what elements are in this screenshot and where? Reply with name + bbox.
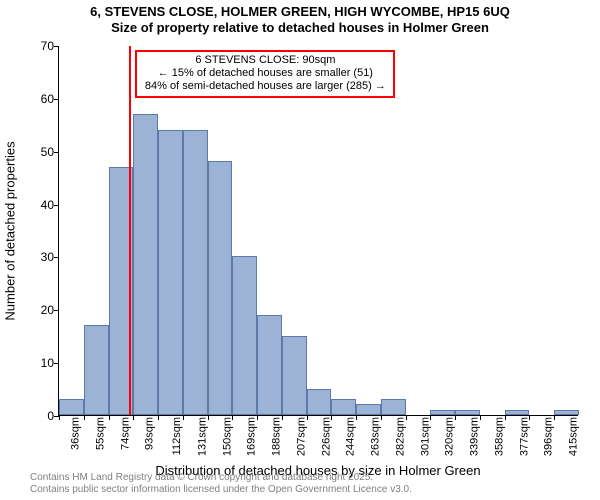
- x-tick-label: 207sqm: [295, 417, 307, 456]
- x-tick-mark: [480, 415, 481, 420]
- title-line-1: 6, STEVENS CLOSE, HOLMER GREEN, HIGH WYC…: [0, 4, 600, 20]
- x-tick-label: 188sqm: [271, 417, 283, 456]
- y-tick-label: 20: [14, 303, 54, 317]
- x-tick-mark: [133, 415, 134, 420]
- x-tick-label: 320sqm: [444, 417, 456, 456]
- x-tick-mark: [381, 415, 382, 420]
- property-callout: 6 STEVENS CLOSE: 90sqm← 15% of detached …: [135, 50, 395, 98]
- x-tick-label: 169sqm: [246, 417, 258, 456]
- y-tick-mark: [54, 310, 59, 311]
- y-tick-mark: [54, 205, 59, 206]
- histogram-bar: [505, 410, 530, 415]
- histogram-bar: [208, 161, 233, 415]
- x-tick-label: 131sqm: [196, 417, 208, 456]
- histogram-bar: [183, 130, 208, 415]
- x-tick-mark: [59, 415, 60, 420]
- x-tick-label: 339sqm: [469, 417, 481, 456]
- x-tick-mark: [307, 415, 308, 420]
- x-tick-label: 358sqm: [494, 417, 506, 456]
- x-tick-label: 377sqm: [518, 417, 530, 456]
- x-tick-mark: [331, 415, 332, 420]
- histogram-bar: [84, 325, 109, 415]
- x-tick-label: 415sqm: [568, 417, 580, 456]
- x-tick-mark: [356, 415, 357, 420]
- y-tick-mark: [54, 257, 59, 258]
- x-tick-mark: [554, 415, 555, 420]
- x-tick-label: 226sqm: [320, 417, 332, 456]
- x-tick-label: 74sqm: [119, 417, 131, 450]
- histogram-bar: [331, 399, 356, 415]
- footer: Contains HM Land Registry data © Crown c…: [30, 472, 412, 496]
- histogram-bar: [356, 404, 381, 415]
- x-tick-label: 150sqm: [221, 417, 233, 456]
- histogram-bar: [554, 410, 579, 415]
- y-tick-mark: [54, 152, 59, 153]
- plot-area: 36sqm55sqm74sqm93sqm112sqm131sqm150sqm16…: [58, 46, 578, 416]
- x-tick-mark: [505, 415, 506, 420]
- y-tick-label: 70: [14, 39, 54, 53]
- x-tick-label: 263sqm: [370, 417, 382, 456]
- x-tick-mark: [183, 415, 184, 420]
- x-tick-label: 55sqm: [94, 417, 106, 450]
- x-tick-mark: [455, 415, 456, 420]
- histogram-bar: [381, 399, 406, 415]
- y-tick-label: 0: [14, 409, 54, 423]
- histogram-bar: [257, 315, 282, 415]
- histogram-bar: [282, 336, 307, 415]
- x-tick-label: 112sqm: [171, 417, 183, 455]
- x-tick-label: 282sqm: [394, 417, 406, 456]
- histogram-bar: [232, 256, 257, 415]
- callout-title: 6 STEVENS CLOSE: 90sqm: [141, 54, 389, 67]
- x-tick-mark: [158, 415, 159, 420]
- y-tick-label: 50: [14, 145, 54, 159]
- x-tick-mark: [282, 415, 283, 420]
- x-tick-label: 396sqm: [543, 417, 555, 456]
- x-tick-mark: [109, 415, 110, 420]
- footer-line-1: Contains HM Land Registry data © Crown c…: [30, 472, 412, 484]
- y-tick-mark: [54, 46, 59, 47]
- y-tick-mark: [54, 363, 59, 364]
- x-tick-mark: [529, 415, 530, 420]
- y-tick-label: 10: [14, 356, 54, 370]
- x-tick-label: 93sqm: [144, 417, 156, 450]
- histogram-bar: [307, 389, 332, 415]
- property-marker-line: [129, 46, 131, 415]
- y-tick-mark: [54, 99, 59, 100]
- x-tick-mark: [430, 415, 431, 420]
- callout-larger: 84% of semi-detached houses are larger (…: [141, 80, 389, 93]
- y-tick-label: 60: [14, 92, 54, 106]
- histogram-bar: [59, 399, 84, 415]
- y-tick-label: 30: [14, 250, 54, 264]
- chart: 36sqm55sqm74sqm93sqm112sqm131sqm150sqm16…: [58, 46, 578, 416]
- y-axis-label: Number of detached properties: [3, 141, 18, 320]
- x-tick-label: 244sqm: [345, 417, 357, 456]
- x-tick-label: 36sqm: [70, 417, 82, 450]
- x-tick-mark: [406, 415, 407, 420]
- x-tick-label: 301sqm: [419, 417, 431, 456]
- title-line-2: Size of property relative to detached ho…: [0, 20, 600, 36]
- y-tick-label: 40: [14, 198, 54, 212]
- x-tick-mark: [84, 415, 85, 420]
- x-tick-mark: [232, 415, 233, 420]
- footer-line-2: Contains public sector information licen…: [30, 484, 412, 496]
- callout-smaller: ← 15% of detached houses are smaller (51…: [141, 67, 389, 80]
- histogram-bar: [158, 130, 183, 415]
- histogram-bar: [133, 114, 158, 415]
- x-tick-mark: [208, 415, 209, 420]
- x-tick-mark: [257, 415, 258, 420]
- histogram-bar: [430, 410, 455, 415]
- histogram-bar: [455, 410, 480, 415]
